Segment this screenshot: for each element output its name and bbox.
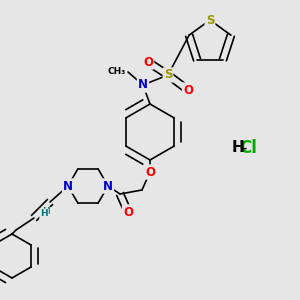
Text: -: -: [240, 139, 246, 157]
Text: S: S: [206, 14, 214, 26]
Text: Cl: Cl: [239, 139, 257, 157]
Text: S: S: [164, 68, 172, 82]
Text: N: N: [103, 179, 113, 193]
Text: H: H: [40, 209, 48, 218]
Text: O: O: [183, 83, 193, 97]
Text: H: H: [42, 208, 50, 217]
Text: O: O: [145, 166, 155, 178]
Text: H: H: [232, 140, 244, 155]
Text: N: N: [63, 179, 73, 193]
Text: O: O: [143, 56, 153, 68]
Text: O: O: [123, 206, 133, 218]
Text: CH₃: CH₃: [108, 68, 126, 76]
Text: N: N: [138, 79, 148, 92]
